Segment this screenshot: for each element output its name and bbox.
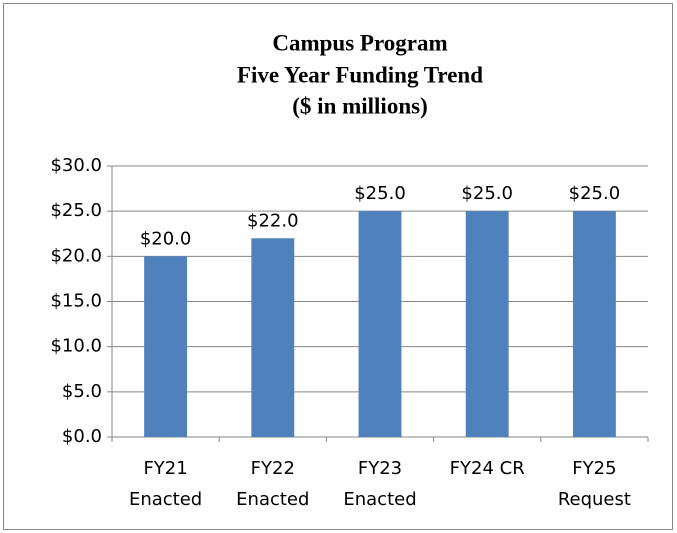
bar: [358, 211, 402, 437]
chart-title: ($ in millions): [292, 93, 427, 118]
x-tick-label: FY22: [251, 458, 295, 479]
y-tick-label: $20.0: [50, 245, 102, 266]
data-label: $25.0: [461, 183, 513, 204]
x-tick-label: Enacted: [236, 489, 309, 510]
x-tick-label: FY21: [143, 458, 187, 479]
y-tick-label: $5.0: [62, 381, 102, 402]
chart-title: Five Year Funding Trend: [237, 62, 483, 87]
bar: [465, 211, 509, 437]
data-label: $25.0: [569, 183, 621, 204]
y-tick-label: $30.0: [50, 155, 102, 176]
x-tick-label: FY25: [572, 458, 616, 479]
chart-frame: [3, 3, 673, 530]
y-tick-label: $10.0: [50, 336, 102, 357]
y-tick-label: $25.0: [50, 200, 102, 221]
y-tick-label: $15.0: [50, 291, 102, 312]
x-tick-label: Request: [558, 489, 631, 510]
bar: [251, 238, 295, 437]
x-tick-label: FY24 CR: [450, 458, 525, 479]
data-label: $22.0: [247, 210, 299, 231]
x-tick-label: Enacted: [343, 489, 416, 510]
y-tick-label: $0.0: [62, 426, 102, 447]
data-label: $25.0: [354, 183, 406, 204]
data-label: $20.0: [140, 228, 192, 249]
x-tick-label: Enacted: [129, 489, 202, 510]
bar: [144, 256, 188, 437]
chart-title: Campus Program: [272, 30, 447, 55]
bar: [572, 211, 616, 437]
x-tick-label: FY23: [358, 458, 402, 479]
